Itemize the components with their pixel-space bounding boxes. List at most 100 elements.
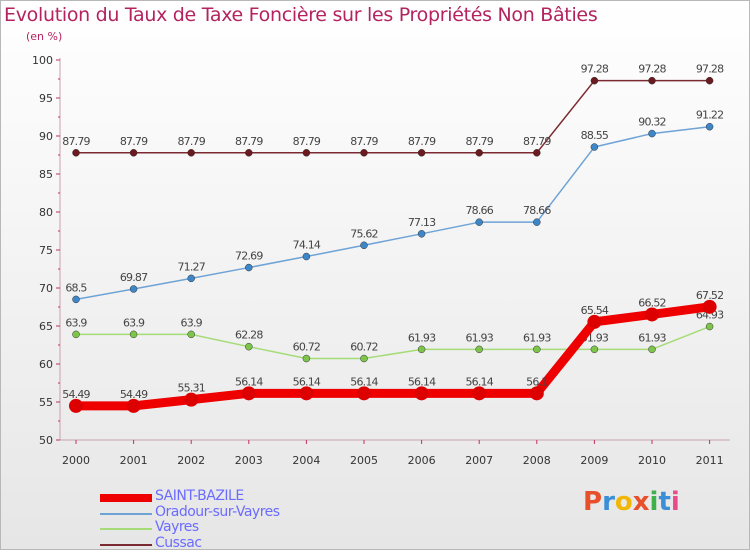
data-point	[587, 314, 602, 329]
data-label: 78.66	[523, 204, 551, 217]
y-tick-label: 50	[39, 434, 53, 447]
data-label: 63.9	[65, 316, 87, 329]
legend-label: Oradour-sur-Vayres	[155, 503, 280, 520]
data-point	[529, 386, 544, 401]
data-label: 74.14	[293, 239, 321, 252]
logo-letter: o	[614, 487, 633, 517]
data-label: 87.79	[465, 135, 493, 148]
logo-letter: x	[632, 487, 650, 517]
chart-subtitle: (en %)	[26, 30, 63, 43]
chart-title: Evolution du Taux de Taxe Foncière sur l…	[4, 4, 598, 26]
data-label: 56.1	[526, 375, 547, 388]
y-tick-label: 80	[39, 206, 53, 219]
data-point	[72, 330, 80, 339]
data-label: 56.14	[408, 375, 436, 388]
data-point	[417, 230, 426, 238]
data-label: 87.79	[293, 135, 321, 148]
data-label: 87.79	[62, 135, 90, 148]
data-label: 60.72	[350, 341, 378, 354]
logo-letter: t	[658, 487, 671, 517]
series-line	[75, 325, 711, 360]
y-tick-label: 60	[39, 358, 53, 371]
data-point	[241, 386, 256, 401]
data-point	[245, 149, 253, 157]
data-point	[129, 149, 138, 157]
x-tick-label: 2007	[465, 454, 493, 467]
data-label: 66.52	[638, 296, 666, 309]
logo-letter: i	[649, 487, 659, 517]
data-label: 97.28	[581, 63, 609, 76]
data-label: 78.66	[465, 204, 493, 217]
data-label: 69.87	[120, 271, 148, 284]
data-label: 97.28	[696, 63, 724, 76]
data-point	[705, 322, 714, 331]
series-line	[71, 302, 715, 411]
series-line	[75, 125, 711, 301]
data-label: 63.9	[123, 316, 145, 329]
data-point	[648, 345, 656, 354]
x-tick-label: 2011	[696, 454, 724, 467]
data-label: 56.14	[293, 375, 321, 388]
y-tick-label: 85	[39, 168, 53, 181]
x-tick-label: 2000	[62, 454, 90, 467]
data-point	[533, 149, 541, 157]
data-label: 87.79	[235, 135, 263, 148]
data-point	[187, 330, 195, 339]
data-point	[187, 149, 195, 157]
data-label: 67.52	[696, 289, 724, 302]
data-point	[414, 386, 429, 401]
data-point	[129, 330, 138, 339]
data-point	[417, 345, 426, 354]
data-label: 87.79	[350, 135, 378, 148]
legend-swatch	[100, 528, 152, 530]
y-tick-label: 70	[39, 282, 53, 295]
data-label: 91.22	[696, 109, 724, 122]
data-point	[705, 122, 714, 131]
data-point	[705, 76, 714, 85]
data-point	[69, 398, 83, 413]
data-point	[533, 345, 541, 354]
x-tick-label: 2006	[408, 454, 436, 467]
legend-label: SAINT-BAZILE	[155, 488, 244, 504]
data-point	[184, 392, 199, 407]
data-point	[72, 149, 80, 157]
data-label: 62.28	[235, 329, 263, 342]
data-point	[187, 274, 195, 283]
data-point	[648, 129, 656, 138]
x-tick-label: 2003	[235, 454, 263, 467]
data-label: 87.79	[523, 135, 551, 148]
data-point	[126, 398, 141, 413]
data-point	[702, 299, 717, 314]
data-point	[475, 149, 483, 157]
data-point	[245, 263, 253, 272]
series-line	[75, 79, 711, 154]
x-tick-label: 2010	[638, 454, 666, 467]
data-point	[360, 241, 368, 250]
y-tick-label: 100	[32, 54, 53, 67]
data-point	[360, 354, 368, 363]
x-tick-label: 2004	[292, 454, 320, 467]
data-label: 61.93	[465, 331, 493, 344]
data-label: 71.27	[177, 260, 205, 273]
data-label: 56.14	[235, 375, 263, 388]
x-tick-label: 2001	[120, 454, 148, 467]
legend-swatch	[100, 543, 152, 546]
data-label: 61.93	[408, 331, 436, 344]
x-tick-label: 2009	[580, 454, 608, 467]
data-label: 56.14	[350, 375, 378, 388]
data-label: 61.93	[638, 331, 666, 344]
data-label: 55.31	[177, 382, 205, 395]
data-point	[645, 307, 659, 322]
data-label: 87.79	[177, 135, 205, 148]
y-tick-label: 65	[39, 320, 53, 333]
data-point	[302, 149, 311, 157]
y-tick-label: 90	[39, 130, 53, 143]
data-label: 61.93	[523, 331, 551, 344]
logo-letter: i	[670, 487, 680, 517]
data-label: 87.79	[120, 135, 148, 148]
data-point	[302, 354, 311, 363]
data-label: 54.49	[62, 388, 90, 401]
data-point	[475, 218, 483, 226]
data-point	[72, 295, 80, 304]
data-label: 63.9	[181, 316, 203, 329]
